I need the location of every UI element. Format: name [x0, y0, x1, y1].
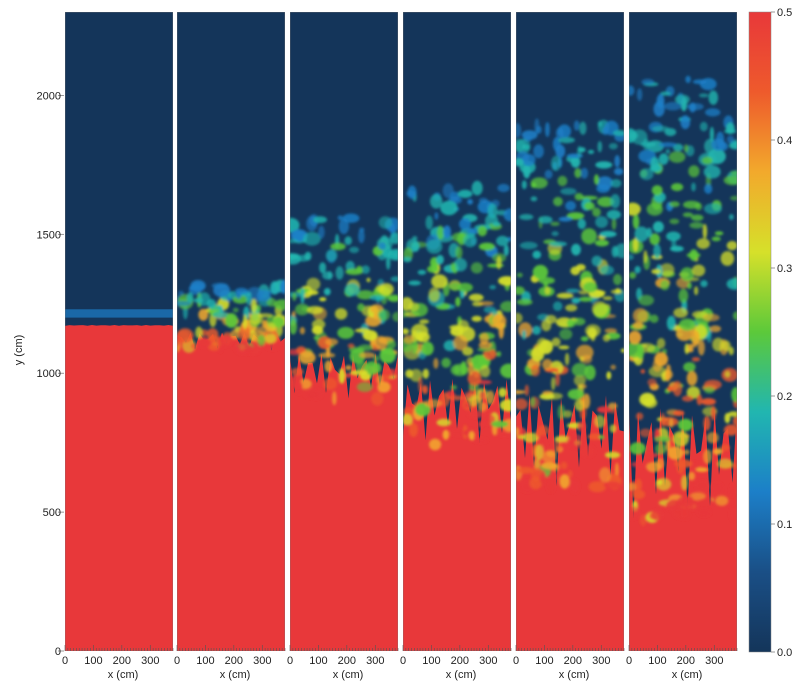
- x-tick-label: 0: [400, 655, 406, 667]
- colorbar-tick-label: 0.5: [777, 7, 792, 19]
- panel-1: [65, 12, 173, 651]
- panel-5: [516, 12, 624, 651]
- colorbar-gradient: [748, 11, 772, 653]
- x-tick-label: 200: [338, 655, 356, 667]
- x-tick-label: 300: [253, 655, 271, 667]
- lower-fluid-region: [290, 353, 398, 651]
- panels-group: [65, 12, 737, 651]
- colorbar-tick-label: 0.3: [777, 263, 792, 275]
- mixing-zone: [629, 75, 737, 527]
- mixing-zone: [403, 180, 511, 451]
- y-tick-label: 500: [43, 507, 61, 519]
- x-axis-label: x (cm): [220, 669, 251, 681]
- x-tick-label: 200: [225, 655, 243, 667]
- lower-fluid-region: [629, 408, 737, 651]
- x-tick-label: 300: [592, 655, 610, 667]
- colorbar-tick-label: 0.1: [777, 519, 792, 531]
- x-tick-label: 100: [648, 655, 666, 667]
- x-tick-label: 100: [196, 655, 214, 667]
- x-axis-label: x (cm): [446, 669, 477, 681]
- mixing-zone: [516, 118, 624, 494]
- x-tick-label: 300: [366, 655, 384, 667]
- x-tick-label: 100: [84, 655, 102, 667]
- panel-4: [403, 12, 511, 651]
- x-tick-label: 200: [451, 655, 469, 667]
- y-axis-label: y (cm): [13, 335, 25, 366]
- x-axis-label: x (cm): [672, 669, 703, 681]
- x-tick-label: 100: [535, 655, 553, 667]
- x-tick-label: 0: [513, 655, 519, 667]
- x-tick-label: 100: [309, 655, 327, 667]
- x-tick-label: 0: [62, 655, 68, 667]
- x-axis-label: x (cm): [333, 669, 364, 681]
- x-tick-label: 200: [677, 655, 695, 667]
- mixing-zone: [290, 213, 398, 406]
- panel-3: [290, 12, 398, 651]
- x-tick-label: 300: [705, 655, 723, 667]
- colorbar: 0.0 0.1 0.2 0.3 0.4 0.5: [748, 7, 792, 659]
- lower-fluid-region: [65, 325, 173, 651]
- x-axis-label: x (cm): [108, 669, 139, 681]
- colorbar-tick-label: 0.4: [777, 135, 792, 147]
- x-tick-label: 200: [113, 655, 131, 667]
- x-axis-label: x (cm): [559, 669, 590, 681]
- mixing-zone: [177, 279, 285, 356]
- lower-fluid-region: [177, 332, 285, 651]
- x-tick-label: 0: [287, 655, 293, 667]
- interface-band: [65, 309, 173, 318]
- x-tick-label: 100: [422, 655, 440, 667]
- panel-6: [629, 12, 737, 651]
- x-tick-label: 0: [174, 655, 180, 667]
- x-tick-label: 300: [479, 655, 497, 667]
- y-tick-label: 1000: [37, 368, 61, 380]
- y-tick-label: 1500: [37, 229, 61, 241]
- colorbar-tick-label: 0.0: [777, 647, 792, 659]
- x-tick-label: 0: [626, 655, 632, 667]
- y-tick-label: 0: [55, 646, 61, 658]
- x-tick-label: 200: [564, 655, 582, 667]
- y-axis: y (cm) 0 500 1000 1500 2000: [13, 90, 64, 658]
- x-tick-label: 300: [141, 655, 159, 667]
- colorbar-tick-label: 0.2: [777, 391, 792, 403]
- panel-2: [177, 12, 285, 651]
- y-tick-label: 2000: [37, 90, 61, 102]
